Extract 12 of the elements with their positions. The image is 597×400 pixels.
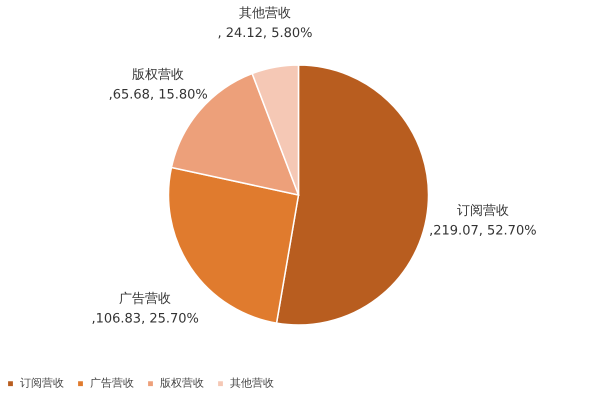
slice-label: 订阅营收	[456, 204, 509, 219]
legend-label: 版权营收	[160, 376, 204, 390]
legend-label: 其他营收	[230, 376, 274, 390]
legend-label: 广告营收	[90, 376, 134, 390]
data-label: ,65.68, 15.80%	[108, 87, 208, 102]
data-label: ,106.83, 25.70%	[91, 312, 199, 327]
legend-label: 订阅营收	[20, 376, 64, 390]
slice-label: 版权营收	[132, 67, 184, 82]
data-label: , 24.12, 5.80%	[217, 26, 312, 42]
data-label: ,219.07, 52.70%	[429, 224, 537, 239]
slice-label: 其他营收	[238, 6, 291, 22]
slice-label: 广告营收	[119, 292, 172, 307]
